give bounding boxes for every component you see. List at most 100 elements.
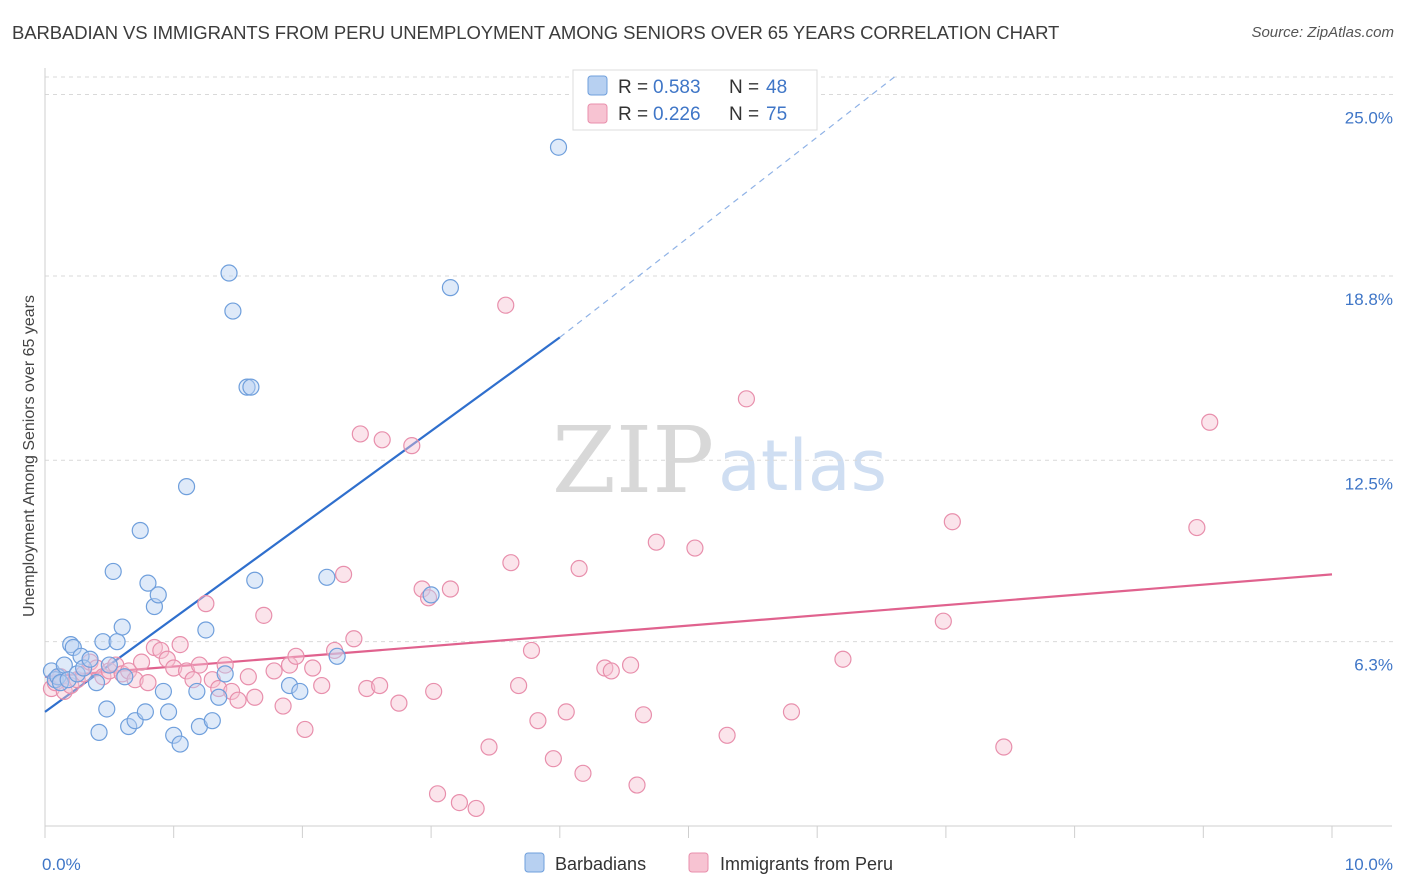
point-peru [210, 679, 228, 698]
x-tick-labels: 0.0% 10.0% [42, 855, 1393, 874]
axes [44, 68, 1392, 838]
point-barbadians [203, 712, 221, 730]
legend-r-label-2: R = [618, 104, 648, 125]
bottom-legend-label-barbadians: Barbadians [555, 854, 646, 874]
point-peru [1201, 413, 1219, 431]
point-barbadians [81, 650, 99, 668]
bottom-legend-label-peru: Immigrants from Peru [720, 854, 893, 874]
point-peru [834, 650, 852, 668]
point-barbadians [113, 618, 131, 636]
point-barbadians [98, 700, 116, 718]
point-barbadians [210, 688, 228, 706]
point-peru [334, 565, 353, 583]
point-peru [602, 662, 620, 680]
legend-r-label-1: R = [618, 77, 648, 98]
point-peru [165, 659, 183, 677]
point-peru [171, 636, 189, 654]
point-barbadians [328, 647, 346, 665]
watermark: ZIP atlas [552, 407, 887, 514]
point-barbadians [224, 302, 242, 320]
point-peru [737, 390, 756, 408]
point-barbadians [171, 735, 189, 753]
point-peru [628, 776, 646, 794]
point-barbadians [280, 676, 299, 695]
point-peru [557, 703, 575, 721]
legend-swatch-peru [587, 103, 608, 124]
bottom-legend-swatch-peru [688, 852, 709, 873]
point-peru [152, 641, 170, 660]
y-tick-label: 18.8% [1345, 290, 1393, 309]
point-peru [229, 691, 247, 709]
chart-title: BARBADIAN VS IMMIGRANTS FROM PERU UNEMPL… [12, 22, 1060, 43]
point-peru [139, 674, 157, 692]
point-peru [428, 785, 447, 803]
point-peru [502, 554, 520, 572]
point-peru [995, 738, 1013, 756]
point-barbadians [46, 671, 64, 689]
point-peru [274, 697, 292, 715]
trend-lines [44, 76, 1333, 713]
point-barbadians [131, 521, 149, 540]
point-peru [480, 738, 498, 756]
point-barbadians [549, 138, 568, 156]
point-peru [190, 656, 209, 674]
point-peru [313, 676, 331, 695]
point-peru [373, 431, 391, 449]
point-peru [943, 513, 961, 531]
grid-lines [45, 76, 1395, 643]
trend-line-peru [44, 573, 1333, 678]
point-peru [621, 656, 640, 674]
watermark-atlas: atlas [718, 425, 887, 507]
y-axis-label: Unemployment Among Seniors over 65 years [21, 295, 38, 617]
point-peru [390, 694, 408, 712]
point-barbadians [220, 264, 238, 282]
point-peru [100, 662, 118, 680]
point-peru [371, 676, 389, 695]
point-barbadians [177, 478, 196, 496]
point-peru [132, 653, 151, 671]
legend-n-value-2: 75 [766, 104, 787, 125]
point-peru [158, 650, 176, 668]
x-tick-label: 0.0% [42, 855, 81, 874]
point-peru [529, 712, 547, 730]
point-barbadians [108, 633, 126, 651]
point-peru [255, 606, 273, 624]
point-peru [197, 595, 215, 613]
point-barbadians [62, 636, 80, 654]
point-barbadians [120, 717, 138, 736]
trend-line-barbadians [44, 336, 561, 713]
point-barbadians [165, 726, 183, 744]
y-tick-labels: 6.3% 12.5% 18.8% 25.0% [1345, 109, 1393, 675]
point-barbadians [238, 378, 256, 396]
point-peru [239, 668, 257, 686]
point-peru [510, 676, 528, 695]
legend-r-value-1: 0.583 [653, 77, 701, 98]
data-points [42, 138, 1219, 818]
point-peru [419, 589, 438, 607]
legend-swatch-barbadians [587, 75, 608, 96]
point-peru [345, 630, 363, 648]
x-tick-label: 10.0% [1345, 855, 1393, 874]
point-peru [718, 726, 736, 744]
point-peru [686, 539, 704, 557]
point-barbadians [94, 633, 112, 651]
legend-r-value-2: 0.226 [653, 104, 701, 125]
point-peru [647, 533, 665, 551]
point-barbadians [100, 656, 118, 674]
point-peru [296, 720, 314, 739]
point-barbadians [318, 568, 336, 586]
y-tick-label: 12.5% [1345, 474, 1393, 493]
trend-line-barbadians-extension [559, 76, 895, 338]
point-peru [934, 612, 952, 630]
point-barbadians [87, 674, 106, 692]
point-barbadians [216, 665, 234, 683]
point-peru [304, 659, 322, 677]
point-peru [467, 799, 485, 818]
point-barbadians [197, 621, 215, 639]
bottom-legend-swatch-barbadians [524, 852, 545, 873]
point-peru [441, 580, 460, 598]
point-barbadians [159, 703, 178, 721]
point-peru [413, 580, 431, 598]
point-peru [216, 656, 234, 674]
